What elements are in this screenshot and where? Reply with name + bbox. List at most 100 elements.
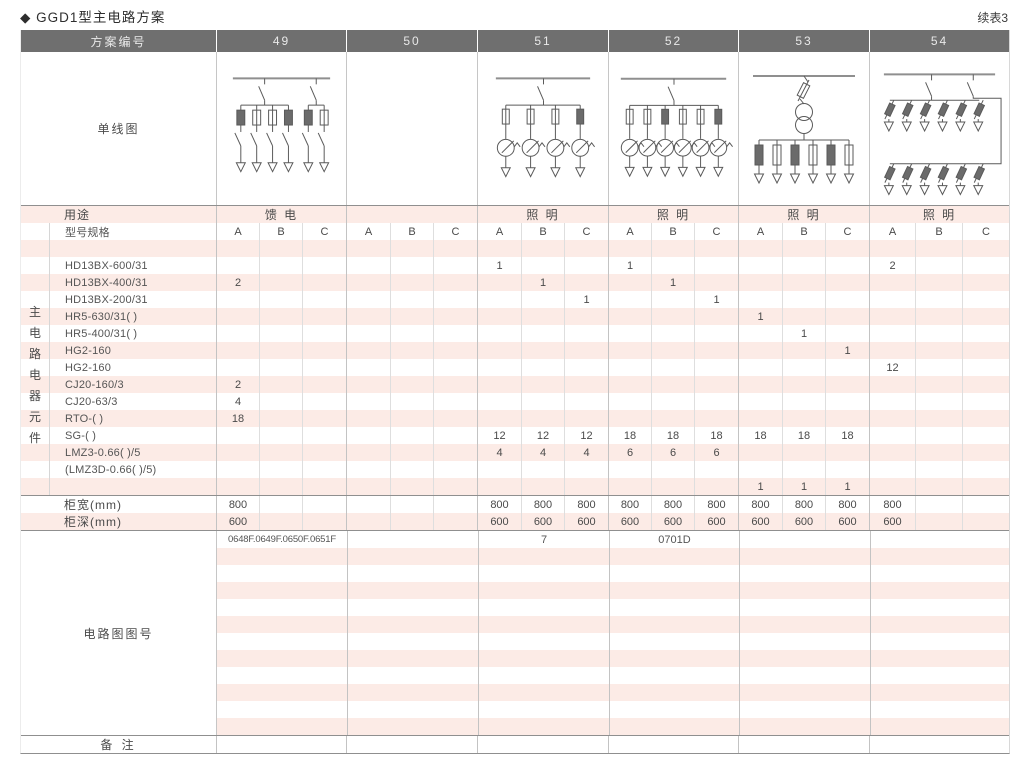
qty-cell: 18 — [738, 427, 782, 444]
qty-cell: 2 — [869, 257, 915, 274]
group-strip — [21, 461, 49, 478]
qty-cell — [782, 308, 825, 325]
qty-cell — [694, 376, 738, 393]
qty-cell — [782, 240, 825, 257]
qty-cell — [564, 240, 608, 257]
qty-cell — [869, 274, 915, 291]
width-cell — [302, 496, 346, 513]
qty-cell — [302, 461, 346, 478]
qty-cell — [477, 291, 521, 308]
group-strip — [21, 478, 49, 495]
qty-cell — [869, 342, 915, 359]
width-cell — [433, 496, 477, 513]
table-header-row: 方案编号 49 50 51 52 53 54 — [21, 30, 1009, 52]
qty-cell — [346, 359, 390, 376]
qty-cell — [346, 444, 390, 461]
qty-cell — [216, 240, 259, 257]
usage-value-49: 馈 电 — [216, 206, 346, 223]
component-group-char: 件 — [28, 431, 41, 445]
qty-cell — [390, 342, 433, 359]
single-line-diagram-52 — [609, 77, 738, 205]
qty-cell — [608, 308, 651, 325]
qty-cell — [302, 410, 346, 427]
phase-header: A — [216, 223, 259, 240]
qty-cell — [915, 240, 962, 257]
qty-cell — [477, 359, 521, 376]
drawing-number-cell — [478, 633, 609, 650]
drawing-number-cell — [609, 599, 739, 616]
qty-cell: 12 — [869, 359, 915, 376]
qty-cell — [825, 291, 869, 308]
qty-cell — [302, 427, 346, 444]
scheme-number-53: 53 — [738, 30, 869, 52]
component-model: HR5-400/31( ) — [49, 325, 216, 342]
component-row: HR5-400/31( ) 1 — [21, 325, 1009, 342]
drawing-number-cell — [347, 616, 478, 633]
drawing-number-stripe — [217, 565, 1009, 582]
qty-cell — [477, 274, 521, 291]
qty-cell — [651, 240, 694, 257]
qty-cell — [302, 444, 346, 461]
remark-label: 备 注 — [100, 738, 137, 752]
component-group-char: 器 — [28, 389, 41, 403]
qty-cell — [651, 325, 694, 342]
drawing-number-cell — [217, 616, 347, 633]
qty-cell — [259, 342, 302, 359]
qty-cell — [521, 359, 564, 376]
component-group-label: 主电路电器元件 — [21, 302, 49, 449]
qty-cell — [915, 410, 962, 427]
qty-cell: 1 — [782, 478, 825, 495]
width-cell — [346, 496, 390, 513]
component-model: HG2-160 — [49, 342, 216, 359]
qty-cell — [782, 410, 825, 427]
qty-cell — [302, 308, 346, 325]
diagram-scheme-52 — [608, 52, 738, 205]
phase-header: C — [962, 223, 1009, 240]
qty-cell — [608, 359, 651, 376]
qty-cell — [390, 427, 433, 444]
drawing-number-cell — [870, 667, 1010, 684]
qty-cell — [782, 376, 825, 393]
usage-value-50 — [346, 206, 477, 223]
qty-cell — [390, 376, 433, 393]
qty-cell — [782, 257, 825, 274]
qty-cell — [521, 308, 564, 325]
drawing-number-cell — [739, 684, 870, 701]
qty-cell — [259, 376, 302, 393]
qty-cell — [302, 478, 346, 495]
qty-cell: 2 — [216, 274, 259, 291]
component-model: HD13BX-200/31 — [49, 291, 216, 308]
qty-cell — [477, 393, 521, 410]
qty-cell — [651, 393, 694, 410]
qty-cell — [608, 376, 651, 393]
qty-cell — [825, 274, 869, 291]
drawing-number-stripe — [217, 616, 1009, 633]
drawing-number-cell — [478, 599, 609, 616]
drawing-number-cell — [609, 667, 739, 684]
scheme-number-52: 52 — [608, 30, 738, 52]
component-group-char: 元 — [28, 410, 41, 424]
drawing-number-stripe — [217, 667, 1009, 684]
qty-cell — [608, 342, 651, 359]
qty-cell — [694, 274, 738, 291]
qty-cell — [390, 308, 433, 325]
scheme-table: 方案编号 49 50 51 52 53 54 单线图 — [20, 30, 1010, 754]
qty-cell — [259, 359, 302, 376]
qty-cell — [738, 240, 782, 257]
qty-cell — [477, 376, 521, 393]
continuation-note: 续表3 — [977, 11, 1008, 25]
drawing-number-cell — [217, 684, 347, 701]
qty-cell — [433, 274, 477, 291]
qty-cell — [782, 342, 825, 359]
drawing-number-stripe — [217, 650, 1009, 667]
qty-cell — [390, 461, 433, 478]
qty-cell — [694, 478, 738, 495]
scheme-header-label: 方案编号 — [21, 30, 216, 52]
width-cell: 800 — [608, 496, 651, 513]
qty-cell — [302, 291, 346, 308]
phase-header: C — [694, 223, 738, 240]
depth-cell: 600 — [521, 513, 564, 530]
depth-cell — [302, 513, 346, 530]
qty-cell — [346, 376, 390, 393]
drawing-number-cell — [347, 599, 478, 616]
